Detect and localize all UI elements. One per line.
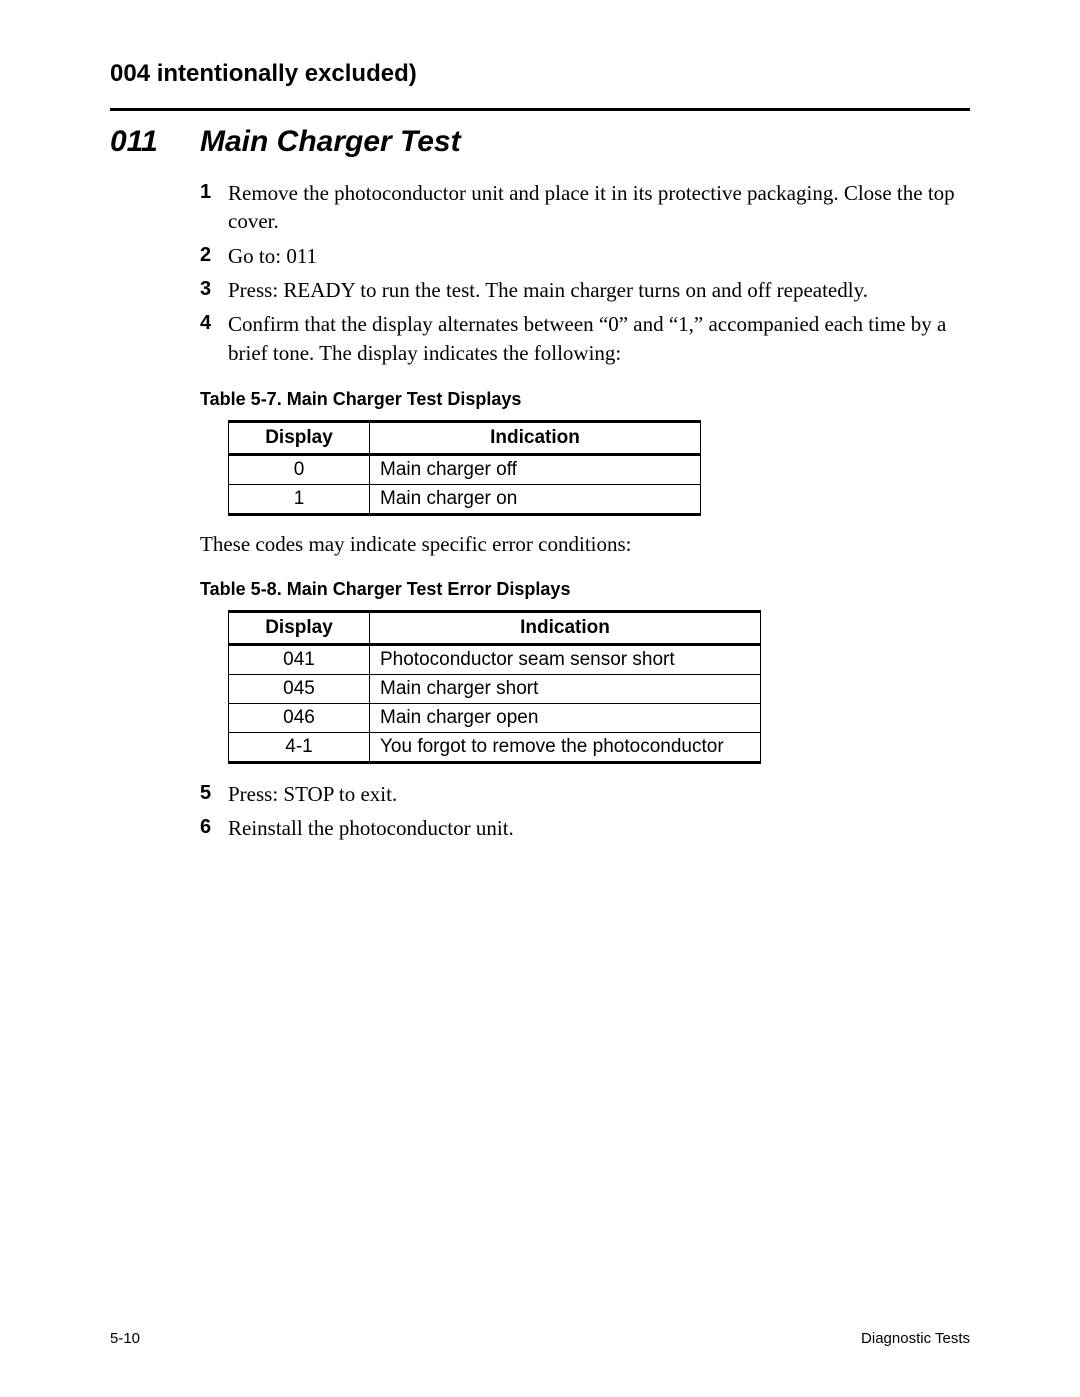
col-header-indication: Indication bbox=[370, 612, 761, 645]
step-text: Confirm that the display alternates betw… bbox=[228, 310, 970, 367]
table-row: 046 Main charger open bbox=[229, 704, 761, 733]
page-footer: 5-10 Diagnostic Tests bbox=[110, 1330, 970, 1347]
cell-indication: Main charger on bbox=[370, 485, 701, 515]
table-row: 041 Photoconductor seam sensor short bbox=[229, 645, 761, 675]
step-number: 3 bbox=[200, 276, 228, 304]
section-title: Main Charger Test bbox=[200, 125, 461, 159]
table-row: 4-1 You forgot to remove the photoconduc… bbox=[229, 733, 761, 763]
step: 2 Go to: 011 bbox=[200, 242, 970, 270]
step-text: Remove the photoconductor unit and place… bbox=[228, 179, 970, 236]
step-text: Press: READY to run the test. The main c… bbox=[228, 276, 970, 304]
table-row: 1 Main charger on bbox=[229, 485, 701, 515]
section-number: 011 bbox=[110, 125, 200, 159]
table-row: 0 Main charger off bbox=[229, 455, 701, 485]
section-rule bbox=[110, 108, 970, 111]
cell-indication: You forgot to remove the photoconductor bbox=[370, 733, 761, 763]
step: 3 Press: READY to run the test. The main… bbox=[200, 276, 970, 304]
col-header-display: Display bbox=[229, 422, 370, 455]
step-text: Reinstall the photoconductor unit. bbox=[228, 814, 970, 842]
col-header-display: Display bbox=[229, 612, 370, 645]
cell-display: 0 bbox=[229, 455, 370, 485]
footer-section-title: Diagnostic Tests bbox=[861, 1330, 970, 1347]
step-number: 2 bbox=[200, 242, 228, 270]
step: 6 Reinstall the photoconductor unit. bbox=[200, 814, 970, 842]
cell-display: 045 bbox=[229, 675, 370, 704]
cell-indication: Photoconductor seam sensor short bbox=[370, 645, 761, 675]
section-heading: 011 Main Charger Test bbox=[110, 125, 970, 159]
table-5-8: Display Indication 041 Photoconductor se… bbox=[228, 610, 761, 764]
cell-display: 041 bbox=[229, 645, 370, 675]
step-number: 4 bbox=[200, 310, 228, 367]
step-text: Go to: 011 bbox=[228, 242, 970, 270]
step-number: 1 bbox=[200, 179, 228, 236]
footer-page-number: 5-10 bbox=[110, 1330, 140, 1347]
excluded-heading: 004 intentionally excluded) bbox=[110, 60, 970, 88]
step-text: Press: STOP to exit. bbox=[228, 780, 970, 808]
step: 1 Remove the photoconductor unit and pla… bbox=[200, 179, 970, 236]
step: 4 Confirm that the display alternates be… bbox=[200, 310, 970, 367]
cell-indication: Main charger open bbox=[370, 704, 761, 733]
step-number: 6 bbox=[200, 814, 228, 842]
step: 5 Press: STOP to exit. bbox=[200, 780, 970, 808]
col-header-indication: Indication bbox=[370, 422, 701, 455]
table-caption: Table 5-7. Main Charger Test Displays bbox=[200, 389, 970, 410]
cell-indication: Main charger short bbox=[370, 675, 761, 704]
table-caption: Table 5-8. Main Charger Test Error Displ… bbox=[200, 579, 970, 600]
paragraph: These codes may indicate specific error … bbox=[200, 532, 970, 557]
page: 004 intentionally excluded) 011 Main Cha… bbox=[0, 0, 1080, 1397]
table-5-7: Display Indication 0 Main charger off 1 … bbox=[228, 420, 701, 516]
cell-indication: Main charger off bbox=[370, 455, 701, 485]
cell-display: 4-1 bbox=[229, 733, 370, 763]
table-row: 045 Main charger short bbox=[229, 675, 761, 704]
step-number: 5 bbox=[200, 780, 228, 808]
cell-display: 1 bbox=[229, 485, 370, 515]
cell-display: 046 bbox=[229, 704, 370, 733]
